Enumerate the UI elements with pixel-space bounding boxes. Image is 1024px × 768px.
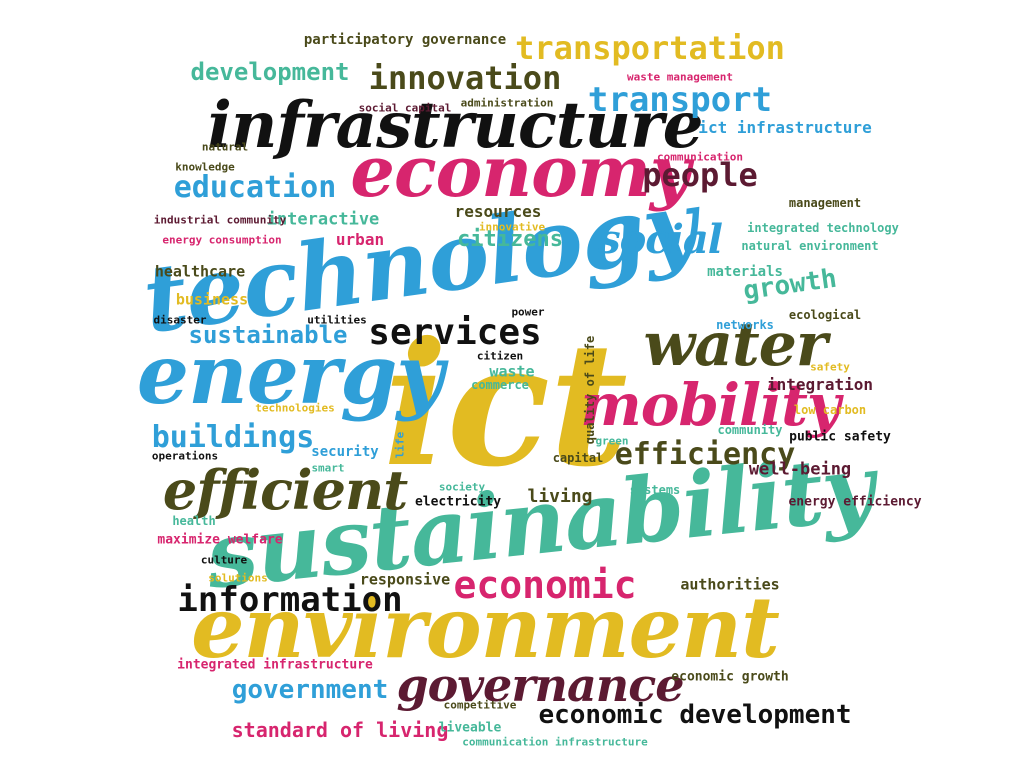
word-mobility: mobility	[580, 371, 840, 439]
word-energy-efficiency: energy efficiency	[788, 494, 922, 510]
word-interactive: interactive	[266, 209, 380, 230]
word-water: water	[643, 310, 827, 380]
word-transportation: transportation	[515, 29, 785, 67]
word-information: information	[177, 580, 403, 620]
word-capital: capital	[552, 451, 604, 465]
word-education: education	[173, 170, 337, 205]
word-low-carbon: low carbon	[793, 403, 867, 417]
word-integrated-infrastructure: integrated infrastructure	[177, 657, 373, 673]
word-solutions: solutions	[208, 571, 268, 585]
word-community: community	[717, 423, 783, 437]
word-living: living	[527, 486, 593, 507]
word-society: society	[438, 480, 486, 494]
word-citizens: citizens	[457, 227, 563, 252]
word-government: government	[231, 675, 389, 705]
word-commerce: commerce	[471, 378, 529, 392]
word-efficient: efficient	[162, 458, 408, 522]
word-quality-of-life: quality of life	[583, 335, 597, 445]
word-resources: resources	[454, 202, 542, 221]
word-people: people	[642, 156, 758, 194]
word-social: social	[598, 216, 723, 263]
word-buildings: buildings	[151, 420, 315, 455]
word-systems: systems	[629, 483, 681, 497]
word-economy: economy	[350, 130, 690, 213]
word-innovation: innovation	[368, 59, 562, 97]
word-smart: smart	[311, 461, 345, 475]
word-integration: integration	[767, 375, 873, 394]
word-social-capital: social capital	[358, 101, 452, 115]
word-green: green	[595, 434, 629, 448]
word-environment: environment	[191, 578, 780, 677]
word-transport: transport	[587, 80, 773, 120]
word-standard-of-living: standard of living	[231, 718, 449, 742]
word-safety: safety	[810, 360, 850, 374]
word-liveable: liveable	[438, 720, 502, 736]
word-services: services	[368, 312, 542, 353]
word-energy-consumption: energy consumption	[162, 233, 282, 247]
word-public-safety: public safety	[789, 429, 891, 445]
word-management: management	[788, 196, 862, 210]
word-citizen: citizen	[476, 349, 524, 363]
word-technologies: technologies	[255, 401, 335, 415]
word-governance: governance	[396, 658, 684, 712]
word-life: life	[393, 431, 407, 459]
word-healthcare: healthcare	[154, 262, 246, 281]
word-innovative: innovative	[478, 220, 546, 234]
word-economic: economic	[453, 563, 637, 607]
word-communication: communication	[656, 150, 744, 164]
word-responsive: responsive	[359, 570, 451, 589]
word-operations: operations	[151, 449, 219, 463]
word-development: development	[190, 58, 350, 86]
word-knowledge: knowledge	[175, 160, 235, 174]
word-integrated-technology: integrated technology	[747, 221, 899, 235]
word-well-being: well-being	[748, 459, 852, 480]
word-energy: energy	[136, 327, 444, 423]
word-natural-environment: natural environment	[741, 239, 879, 253]
word-ict-infrastructure: ict infrastructure	[698, 118, 872, 137]
word-administration: administration	[460, 96, 554, 110]
word-electricity: electricity	[414, 494, 502, 510]
word-infrastructure: infrastructure	[207, 88, 704, 163]
word-business: business	[175, 290, 249, 309]
word-disaster: disaster	[153, 313, 207, 327]
word-security: security	[311, 444, 379, 460]
word-efficiency: efficiency	[614, 437, 796, 472]
word-ecological: ecological	[788, 308, 862, 322]
word-utilities: utilities	[307, 313, 367, 327]
word-industrial-community: industrial community	[153, 213, 287, 227]
word-waste-management: waste management	[627, 70, 733, 84]
word-ict: ict	[383, 305, 628, 505]
word-urban: urban	[335, 230, 385, 249]
word-communication-infrastructure: communication infrastructure	[462, 735, 648, 749]
word-culture: culture	[200, 553, 248, 567]
word-materials: materials	[707, 264, 783, 280]
word-economic-development: economic development	[538, 700, 852, 730]
word-power: power	[511, 305, 545, 319]
word-authorities: authorities	[680, 575, 780, 594]
word-economic-growth: economic growth	[671, 669, 789, 685]
word-maximize-welfare: maximize welfare	[157, 532, 283, 548]
word-waste: waste	[489, 362, 535, 381]
word-health: health	[172, 514, 216, 528]
word-sustainable: sustainable	[188, 321, 348, 349]
word-competitive: competitive	[443, 698, 517, 712]
word-networks: networks	[716, 318, 774, 332]
word-participatory-governance: participatory governance	[303, 32, 507, 48]
word-natural: natural	[201, 140, 249, 154]
